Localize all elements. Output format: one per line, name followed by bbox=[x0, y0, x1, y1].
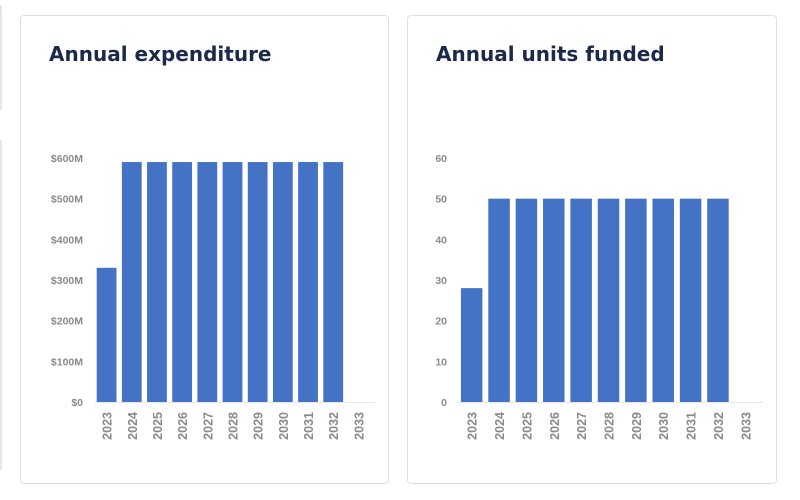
x-tick-label: 2033 bbox=[739, 412, 753, 440]
bar bbox=[147, 162, 167, 402]
x-tick-label: 2028 bbox=[227, 412, 241, 440]
bar bbox=[272, 162, 293, 402]
bar bbox=[96, 267, 117, 402]
bar bbox=[707, 198, 729, 402]
y-axis: 0 10 20 30 40 50 60 bbox=[435, 153, 447, 409]
y-axis: $0 $100M $200M $300M $400M $500M $600M bbox=[51, 153, 83, 409]
x-tick-label: 2028 bbox=[603, 412, 617, 440]
x-tick-label: 2029 bbox=[252, 412, 266, 440]
x-tick-label: 2030 bbox=[277, 412, 291, 440]
x-tick-label: 2025 bbox=[520, 412, 534, 440]
x-tick-label: 2023 bbox=[101, 412, 115, 440]
bar bbox=[515, 198, 538, 402]
bar bbox=[652, 198, 674, 402]
x-tick-label: 2032 bbox=[327, 412, 341, 440]
x-tick-label: 2025 bbox=[151, 412, 165, 440]
x-axis: 2023 2024 2025 2026 2027 2028 2029 2030 2031 2032… bbox=[466, 412, 754, 440]
y-tick-label: $200M bbox=[51, 316, 83, 328]
bar bbox=[460, 288, 483, 402]
bars bbox=[460, 198, 729, 402]
bar bbox=[488, 198, 510, 402]
bar bbox=[197, 162, 218, 402]
x-tick-label: 2031 bbox=[302, 412, 316, 440]
bar bbox=[172, 162, 193, 402]
y-tick-label: $600M bbox=[51, 153, 83, 165]
bar bbox=[570, 198, 592, 402]
y-tick-label: 10 bbox=[435, 356, 447, 368]
edge-divider bbox=[0, 140, 2, 470]
x-tick-label: 2027 bbox=[575, 412, 589, 440]
y-tick-label: 30 bbox=[435, 275, 447, 287]
x-axis: 2023 2024 2025 2026 2027 2028 2029 2030 2031 2032… bbox=[101, 412, 367, 440]
y-tick-label: 40 bbox=[435, 234, 447, 246]
bar bbox=[298, 162, 318, 402]
x-tick-label: 2024 bbox=[493, 412, 507, 440]
x-tick-label: 2024 bbox=[126, 412, 140, 440]
x-tick-label: 2032 bbox=[712, 412, 726, 440]
bar bbox=[121, 162, 142, 402]
units-funded-chart-card: Annual units funded 0 10 20 30 40 50 60 2023 202… bbox=[407, 15, 777, 484]
y-tick-label: 60 bbox=[435, 153, 447, 165]
x-tick-label: 2027 bbox=[201, 412, 215, 440]
x-tick-label: 2026 bbox=[548, 412, 562, 440]
x-tick-label: 2031 bbox=[685, 412, 699, 440]
bar bbox=[625, 198, 647, 402]
y-tick-label: $500M bbox=[51, 194, 83, 206]
chart-title: Annual expenditure bbox=[49, 42, 272, 66]
y-tick-label: $100M bbox=[51, 356, 83, 368]
y-tick-label: 50 bbox=[435, 194, 447, 206]
expenditure-bar-chart: $0 $100M $200M $300M $400M $500M $600M 2023 2024… bbox=[51, 153, 375, 440]
x-tick-label: 2033 bbox=[352, 412, 366, 440]
bar bbox=[222, 162, 243, 402]
x-tick-label: 2030 bbox=[657, 412, 671, 440]
chart-title: Annual units funded bbox=[436, 42, 665, 66]
bars bbox=[96, 162, 344, 402]
bar bbox=[597, 198, 620, 402]
bar bbox=[679, 198, 702, 402]
expenditure-chart-card: Annual expenditure $0 $100M $200M $300M $400… bbox=[20, 15, 389, 484]
bar bbox=[247, 162, 268, 402]
x-tick-label: 2029 bbox=[630, 412, 644, 440]
edge-divider bbox=[0, 5, 2, 110]
y-tick-label: $300M bbox=[51, 275, 83, 287]
bar bbox=[543, 198, 565, 402]
y-tick-label: $0 bbox=[71, 397, 83, 409]
y-tick-label: 0 bbox=[441, 397, 447, 409]
y-tick-label: $400M bbox=[51, 234, 83, 246]
x-tick-label: 2023 bbox=[466, 412, 480, 440]
x-tick-label: 2026 bbox=[176, 412, 190, 440]
y-tick-label: 20 bbox=[435, 316, 447, 328]
bar bbox=[323, 162, 344, 402]
